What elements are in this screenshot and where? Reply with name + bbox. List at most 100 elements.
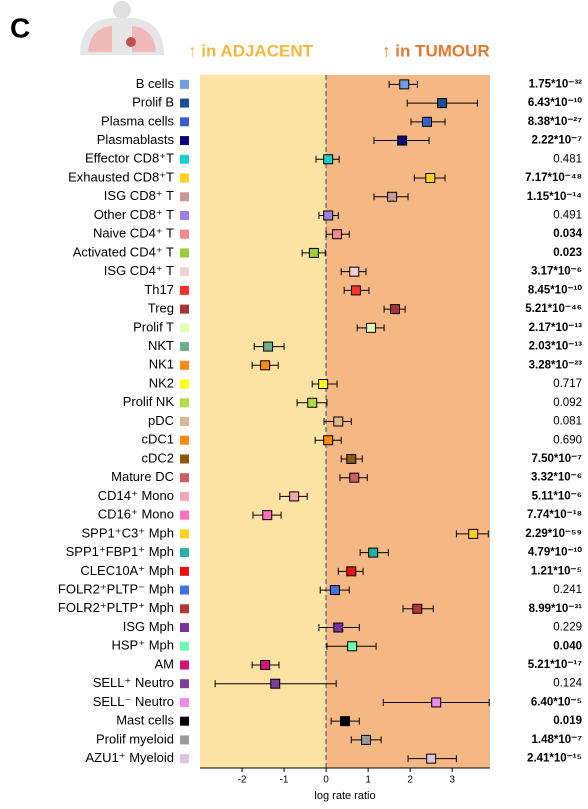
p-value-label: 4.79*10⁻¹⁰ (528, 546, 583, 559)
p-value-label: 0.040 (553, 640, 582, 652)
p-value-label: 1.48*10⁻⁷ (532, 734, 583, 746)
category-label: Mature DC (111, 469, 174, 484)
legend-swatch (180, 660, 189, 669)
category-label: Exhausted CD8⁺T (68, 169, 174, 184)
legend-swatch (180, 380, 189, 389)
point-marker (324, 155, 333, 164)
legend-swatch (180, 286, 189, 295)
p-value-label: 7.74*10⁻¹⁸ (527, 509, 582, 521)
category-label: Prolif NK (123, 394, 175, 409)
legend-swatch (180, 267, 189, 276)
legend-swatch (180, 642, 189, 651)
category-label: CLEC10A⁺ Mph (80, 563, 174, 578)
legend-swatch (180, 136, 189, 145)
legend-swatch (180, 567, 189, 576)
legend-swatch (180, 529, 189, 538)
legend-swatch (180, 604, 189, 613)
point-marker (324, 211, 333, 220)
category-label: SPP1⁺C3⁺ Mph (82, 525, 175, 540)
legend-swatch (180, 511, 189, 520)
legend-swatch (180, 492, 189, 501)
point-marker (400, 80, 409, 89)
category-label: SELL⁻ Neutro (93, 694, 174, 709)
category-label: Activated CD4⁺ T (73, 244, 174, 259)
point-marker (330, 586, 339, 595)
point-marker (367, 323, 376, 332)
legend-swatch (180, 342, 189, 351)
p-value-label: 8.38*10⁻²⁷ (528, 116, 583, 128)
point-marker (263, 511, 272, 520)
p-value-label: 0.092 (553, 397, 582, 409)
x-tick-label: 1 (365, 775, 371, 786)
category-label: pDC (148, 413, 174, 428)
point-marker (308, 398, 317, 407)
point-marker (309, 248, 318, 257)
point-marker (469, 529, 478, 538)
legend-swatch (180, 117, 189, 126)
legend-swatch (180, 417, 189, 426)
legend-swatch (180, 323, 189, 332)
p-value-label: 2.17*10⁻¹³ (529, 322, 583, 334)
category-label: Naive CD4⁺ T (93, 226, 174, 241)
x-tick-label: -2 (238, 775, 247, 786)
legend-swatch (180, 305, 189, 314)
point-marker (347, 454, 356, 463)
category-label: Prolif myeloid (96, 731, 174, 746)
p-value-label: 0.717 (553, 378, 582, 390)
chart: C ↑ in ADJACENT ↑ in TUMOUR log rate rat… (0, 0, 588, 804)
legend-swatch (180, 473, 189, 482)
legend-swatch (180, 361, 189, 370)
p-value-label: 0.241 (553, 584, 582, 596)
p-value-label: 2.41*10⁻¹⁵ (527, 753, 582, 765)
category-label: Plasmablasts (97, 132, 175, 147)
category-label: Prolif T (133, 319, 174, 334)
point-marker (369, 548, 378, 557)
legend-swatch (180, 155, 189, 164)
p-value-label: 0.081 (553, 416, 582, 428)
category-label: cDC2 (141, 450, 174, 465)
p-value-label: 0.023 (553, 247, 582, 259)
point-marker (426, 174, 435, 183)
legend-swatch (180, 679, 189, 688)
category-label: ISG CD8⁺ T (104, 188, 174, 203)
legend-swatch (180, 230, 189, 239)
point-marker (319, 380, 328, 389)
p-value-label: 2.03*10⁻¹³ (529, 341, 583, 353)
p-value-label: 8.45*10⁻¹⁰ (528, 283, 583, 296)
p-value-label: 5.21*10⁻¹⁷ (528, 659, 583, 671)
category-label: HSP⁺ Mph (112, 638, 175, 653)
x-tick-label: 2 (407, 775, 413, 786)
category-label: SELL⁺ Neutro (93, 675, 174, 690)
p-value-label: 1.21*10⁻⁵ (531, 565, 582, 577)
category-label: AM (155, 656, 175, 671)
legend-swatch (180, 192, 189, 201)
p-value-label: 3.32*10⁻⁶ (531, 472, 582, 484)
legend-swatch (180, 454, 189, 463)
x-axis-label: log rate ratio (314, 790, 375, 802)
p-value-label: 6.40*10⁻⁵ (531, 696, 582, 708)
point-marker (341, 717, 350, 726)
p-value-label: 0.124 (553, 678, 582, 690)
p-value-label: 3.28*10⁻²³ (529, 359, 583, 371)
category-label: Plasma cells (101, 113, 174, 128)
p-value-label: 0.481 (553, 153, 582, 165)
category-label: Mast cells (116, 713, 174, 728)
category-label: NKT (148, 338, 174, 353)
legend-swatch (180, 623, 189, 632)
legend-swatch (180, 548, 189, 557)
category-label: Prolif B (132, 95, 174, 110)
point-marker (413, 604, 422, 613)
p-value-label: 0.690 (553, 434, 582, 446)
p-value-label: 0.229 (553, 622, 582, 634)
p-value-label: 2.29*10⁻⁵⁹ (525, 528, 582, 540)
point-marker (271, 679, 280, 688)
point-marker (362, 735, 371, 744)
point-marker (350, 267, 359, 276)
legend-swatch (180, 717, 189, 726)
annotation-adjacent: ↑ in ADJACENT (188, 41, 314, 60)
point-marker (398, 136, 407, 145)
point-marker (348, 642, 357, 651)
legend-swatch (180, 586, 189, 595)
category-label: ISG Mph (123, 619, 174, 634)
point-marker (427, 754, 436, 763)
